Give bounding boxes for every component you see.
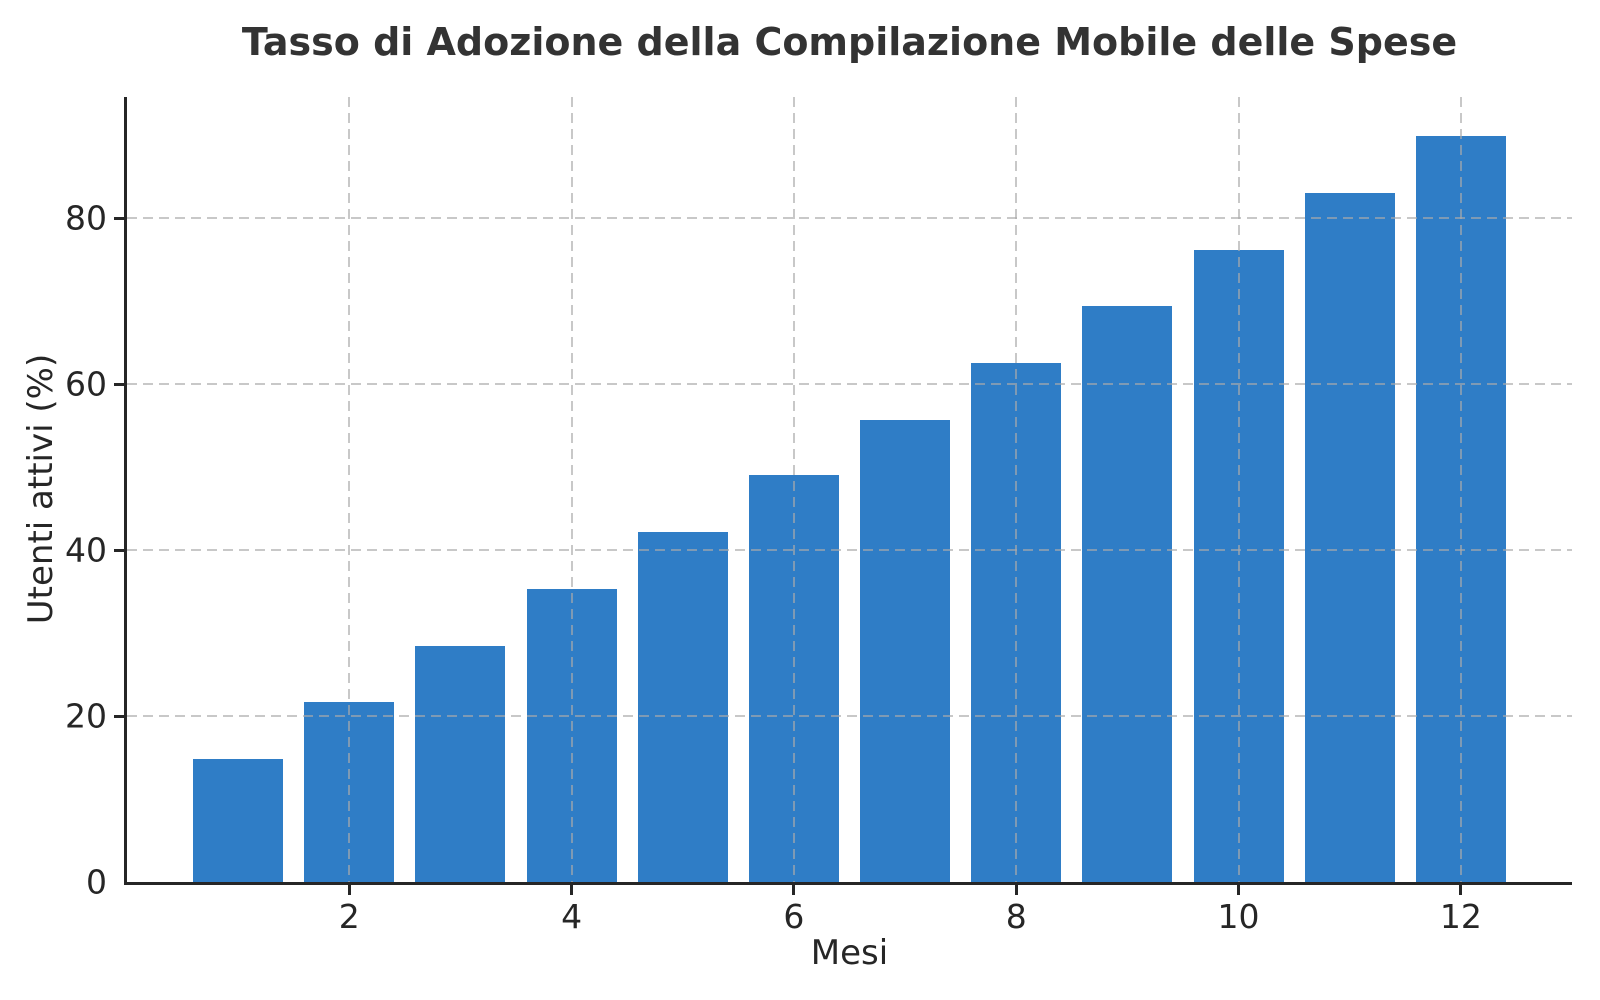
y-tick-label-80: 80	[65, 198, 107, 238]
y-tick-label-60: 60	[65, 364, 107, 404]
chart-title: Tasso di Adozione della Compilazione Mob…	[241, 20, 1458, 64]
y-tick-label-20: 20	[65, 696, 107, 736]
bar-month-1	[193, 759, 284, 882]
x-tick-8	[1014, 885, 1018, 895]
y-tick-label-40: 40	[65, 530, 107, 570]
x-tick-label-12: 12	[1439, 897, 1482, 936]
x-axis-spine	[124, 882, 1572, 885]
x-axis-label: Mesi	[810, 933, 889, 973]
x-tick-label-4: 4	[561, 897, 583, 936]
x-tick-label-6: 6	[783, 897, 805, 936]
y-tick-40	[114, 548, 124, 552]
x-tick-label-10: 10	[1217, 897, 1260, 936]
gridline-x-10	[1237, 97, 1240, 882]
x-tick-label-8: 8	[1005, 897, 1027, 936]
gridline-y-60	[127, 383, 1572, 386]
y-tick-label-0: 0	[86, 862, 107, 902]
y-axis-label-text: Utenti attivi (%)	[21, 353, 61, 625]
gridline-y-20	[127, 715, 1572, 718]
y-tick-20	[114, 714, 124, 718]
x-tick-label-2: 2	[338, 897, 360, 936]
bar-month-11	[1304, 193, 1395, 882]
y-tick-80	[114, 216, 124, 220]
gridline-y-40	[127, 549, 1572, 552]
y-tick-60	[114, 382, 124, 386]
plot-area: 0 20 40 60 80 2 4 6 8 10 12	[65, 97, 1572, 933]
x-tick-12	[1459, 885, 1463, 895]
gridline-x-4	[570, 97, 573, 882]
gridline-x-6	[792, 97, 795, 882]
gridline-y-80	[127, 217, 1572, 220]
x-tick-2	[347, 885, 351, 895]
bar-month-9	[1082, 306, 1173, 882]
gridline-x-2	[348, 97, 351, 882]
x-tick-10	[1237, 885, 1241, 895]
gridline-x-12	[1459, 97, 1462, 882]
bar-month-3	[415, 645, 506, 882]
bar-month-7	[860, 419, 951, 882]
gridline-x-8	[1015, 97, 1018, 882]
y-axis-spine	[124, 97, 127, 885]
x-tick-6	[792, 885, 796, 895]
bar-month-5	[637, 531, 728, 882]
x-tick-4	[570, 885, 574, 895]
